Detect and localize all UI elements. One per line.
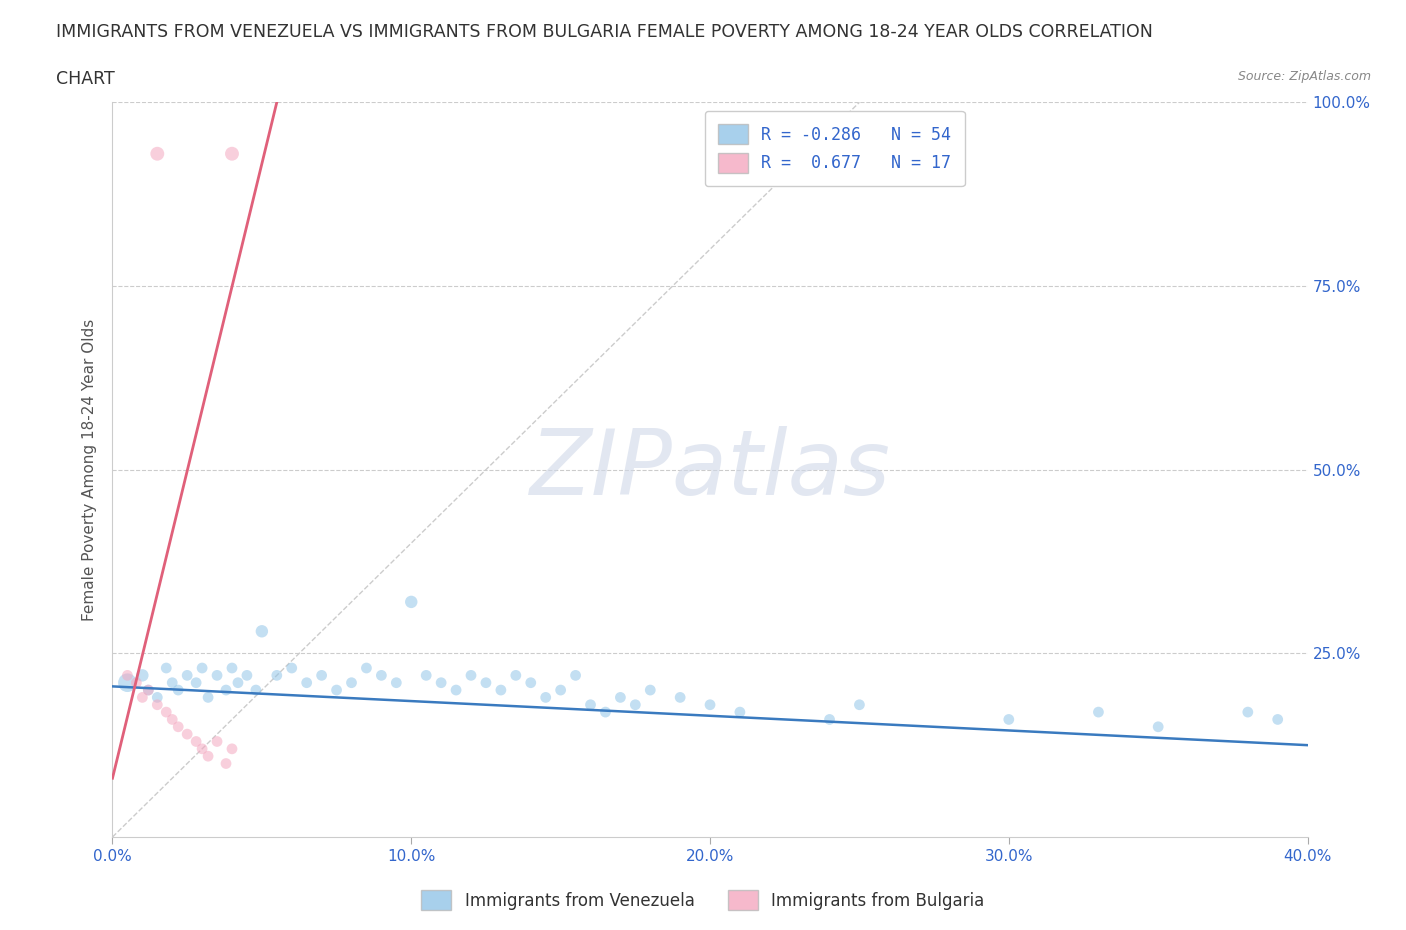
Text: IMMIGRANTS FROM VENEZUELA VS IMMIGRANTS FROM BULGARIA FEMALE POVERTY AMONG 18-24: IMMIGRANTS FROM VENEZUELA VS IMMIGRANTS … [56, 23, 1153, 41]
Point [520, 675, 543, 690]
Point [186, 734, 208, 749]
Point [998, 712, 1021, 727]
Point [489, 683, 512, 698]
Point [197, 690, 219, 705]
Point [226, 675, 249, 690]
Point [221, 660, 243, 675]
Point [564, 668, 586, 683]
Text: CHART: CHART [56, 70, 115, 87]
Point [1147, 720, 1170, 735]
Point [640, 683, 662, 698]
Point [281, 660, 304, 675]
Y-axis label: Female Poverty Among 18-24 Year Olds: Female Poverty Among 18-24 Year Olds [82, 318, 97, 621]
Point [370, 668, 392, 683]
Point [155, 705, 177, 720]
Point [162, 675, 183, 690]
Point [550, 683, 572, 698]
Point [205, 734, 228, 749]
Point [197, 749, 219, 764]
Point [385, 675, 408, 690]
Point [1237, 705, 1260, 720]
Point [475, 675, 498, 690]
Point [117, 668, 139, 683]
Point [505, 668, 527, 683]
Point [245, 683, 267, 698]
Point [138, 683, 160, 698]
Point [669, 690, 692, 705]
Point [340, 675, 363, 690]
Point [236, 668, 259, 683]
Text: ZIPatlas: ZIPatlas [530, 426, 890, 513]
Point [215, 683, 238, 698]
Point [266, 668, 288, 683]
Point [1267, 712, 1289, 727]
Point [221, 146, 243, 161]
Point [138, 683, 160, 698]
Point [205, 668, 228, 683]
Point [176, 726, 198, 741]
Point [215, 756, 238, 771]
Point [325, 683, 347, 698]
Point [356, 660, 378, 675]
Point [609, 690, 631, 705]
Point [728, 705, 751, 720]
Point [579, 698, 602, 712]
Point [624, 698, 647, 712]
Point [1087, 705, 1109, 720]
Legend: R = -0.286   N = 54, R =  0.677   N = 17: R = -0.286 N = 54, R = 0.677 N = 17 [704, 111, 965, 186]
Point [167, 683, 190, 698]
Point [311, 668, 333, 683]
Point [146, 698, 169, 712]
Point [125, 675, 148, 690]
Point [250, 624, 273, 639]
Point [460, 668, 482, 683]
Point [191, 660, 214, 675]
Point [415, 668, 437, 683]
Point [146, 146, 169, 161]
Point [131, 668, 153, 683]
Point [848, 698, 870, 712]
Point [444, 683, 467, 698]
Point [167, 720, 190, 735]
Point [818, 712, 841, 727]
Point [162, 712, 183, 727]
Point [534, 690, 557, 705]
Point [295, 675, 318, 690]
Point [430, 675, 453, 690]
Legend: Immigrants from Venezuela, Immigrants from Bulgaria: Immigrants from Venezuela, Immigrants fr… [415, 884, 991, 917]
Point [176, 668, 198, 683]
Point [131, 690, 153, 705]
Point [595, 705, 617, 720]
Point [117, 675, 139, 690]
Point [186, 675, 208, 690]
Point [155, 660, 177, 675]
Point [699, 698, 721, 712]
Point [221, 741, 243, 756]
Point [146, 690, 169, 705]
Point [401, 594, 423, 609]
Text: Source: ZipAtlas.com: Source: ZipAtlas.com [1237, 70, 1371, 83]
Point [191, 741, 214, 756]
